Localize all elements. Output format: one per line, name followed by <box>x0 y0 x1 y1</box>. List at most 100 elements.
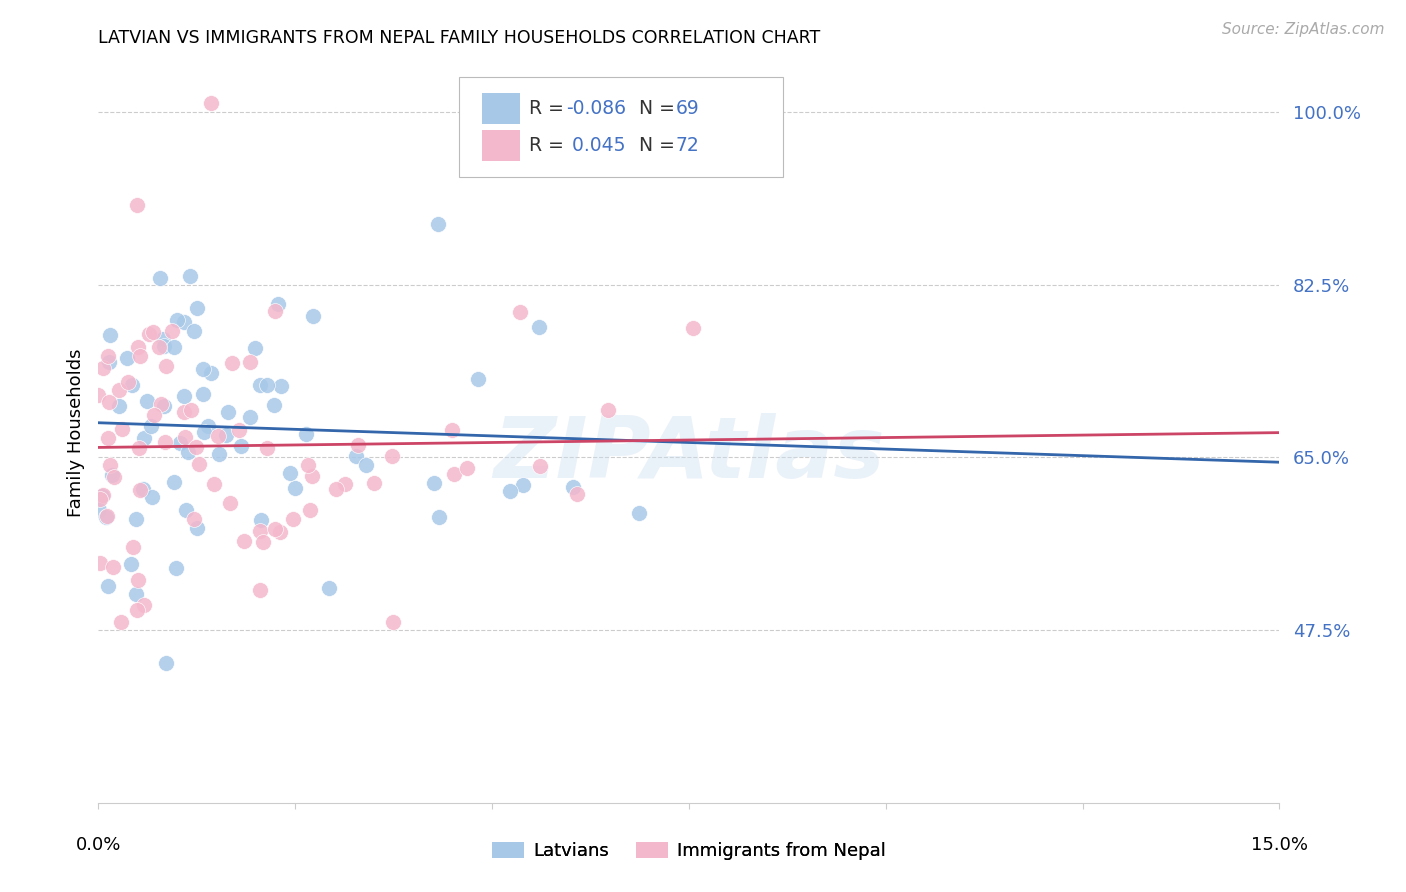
Point <box>96 509 118 524</box>
Point <box>143 408 166 422</box>
Point <box>270 378 292 392</box>
Text: 72: 72 <box>676 136 700 155</box>
Point <box>249 524 271 539</box>
Point <box>98 395 121 409</box>
Point <box>186 301 208 315</box>
Point <box>98 328 121 343</box>
Point <box>529 320 551 334</box>
FancyBboxPatch shape <box>482 130 520 161</box>
Point <box>278 466 301 480</box>
Point <box>228 423 250 437</box>
Point <box>427 510 450 524</box>
Point <box>87 503 110 517</box>
Point <box>153 399 176 413</box>
Point <box>299 503 322 517</box>
Point <box>628 506 651 520</box>
Point <box>252 534 274 549</box>
Point <box>381 615 404 630</box>
Point <box>456 461 478 475</box>
Point <box>188 457 211 471</box>
Point <box>132 482 155 496</box>
Point <box>183 325 205 339</box>
Point <box>200 95 222 110</box>
Point <box>166 312 188 326</box>
Point <box>193 387 215 401</box>
Point <box>347 438 370 452</box>
Point <box>281 511 304 525</box>
Point <box>93 361 115 376</box>
Point <box>125 198 148 212</box>
Point <box>363 476 385 491</box>
Text: N =: N = <box>640 136 682 155</box>
Point <box>256 377 278 392</box>
Point <box>186 521 208 535</box>
Text: Source: ZipAtlas.com: Source: ZipAtlas.com <box>1222 22 1385 37</box>
Point <box>333 477 356 491</box>
Point <box>89 556 111 570</box>
Point <box>295 426 318 441</box>
Point <box>498 483 520 498</box>
Point <box>180 403 202 417</box>
Point <box>229 439 252 453</box>
Point <box>103 470 125 484</box>
Point <box>297 458 319 473</box>
Y-axis label: Family Households: Family Households <box>66 349 84 516</box>
Point <box>138 327 160 342</box>
Point <box>509 305 531 319</box>
Point <box>125 512 148 526</box>
Point <box>269 525 291 540</box>
Point <box>155 656 177 670</box>
Legend: Latvians, Immigrants from Nepal: Latvians, Immigrants from Nepal <box>492 842 886 861</box>
Point <box>208 447 231 461</box>
Point <box>427 217 450 231</box>
Point <box>263 522 285 536</box>
Point <box>139 419 162 434</box>
Text: ZIPAtlas: ZIPAtlas <box>494 413 884 496</box>
Point <box>87 388 110 402</box>
Point <box>135 393 157 408</box>
Text: LATVIAN VS IMMIGRANTS FROM NEPAL FAMILY HOUSEHOLDS CORRELATION CHART: LATVIAN VS IMMIGRANTS FROM NEPAL FAMILY … <box>98 29 821 47</box>
FancyBboxPatch shape <box>482 93 520 124</box>
Text: 0.0%: 0.0% <box>76 836 121 855</box>
Point <box>512 477 534 491</box>
Point <box>111 422 134 436</box>
Point <box>239 355 262 369</box>
Point <box>232 534 254 549</box>
Point <box>441 423 464 437</box>
Point <box>98 355 121 369</box>
Point <box>301 469 323 483</box>
Point <box>148 341 170 355</box>
Point <box>562 479 585 493</box>
Point <box>264 304 287 318</box>
Point <box>101 560 124 574</box>
Point <box>249 377 271 392</box>
Point <box>120 557 142 571</box>
Point <box>173 405 195 419</box>
Point <box>142 326 165 340</box>
Point <box>249 582 271 597</box>
Point <box>96 510 118 524</box>
Point <box>183 512 205 526</box>
Point <box>125 603 148 617</box>
Text: R =: R = <box>530 136 571 155</box>
Point <box>218 404 240 418</box>
Point <box>354 458 377 473</box>
Point <box>565 487 588 501</box>
Point <box>97 579 120 593</box>
Point <box>173 389 195 403</box>
Point <box>193 362 215 376</box>
Point <box>169 435 191 450</box>
Point <box>179 269 201 284</box>
Text: R =: R = <box>530 99 571 118</box>
Point <box>91 488 114 502</box>
Point <box>98 458 121 473</box>
Text: -0.086: -0.086 <box>567 99 626 118</box>
Point <box>598 403 620 417</box>
Point <box>177 445 200 459</box>
Point <box>128 349 150 363</box>
Point <box>160 324 183 338</box>
Point <box>124 587 146 601</box>
Point <box>163 340 186 354</box>
Point <box>110 615 132 629</box>
Point <box>344 449 367 463</box>
